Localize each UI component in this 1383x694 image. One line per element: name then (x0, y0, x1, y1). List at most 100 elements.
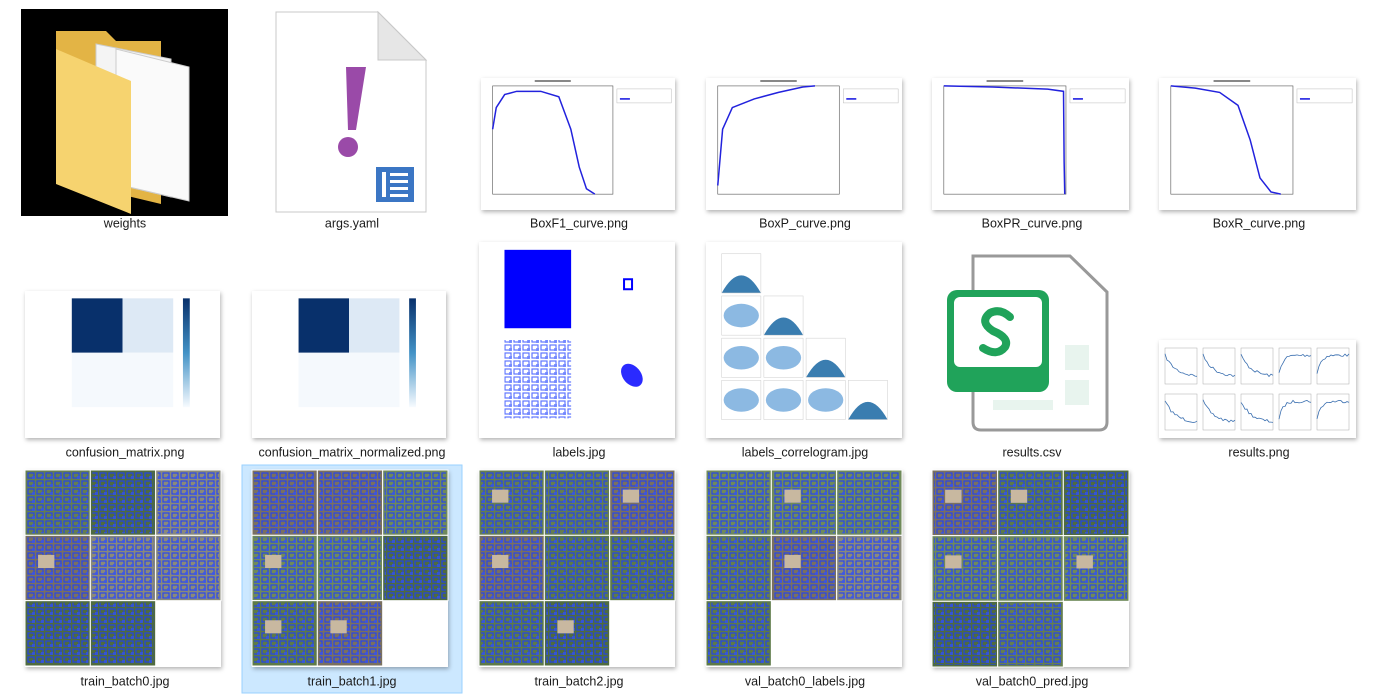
curve-line (1170, 85, 1281, 195)
colorbar (409, 298, 416, 408)
file-item[interactable]: val_batch0_pred.jpg (931, 469, 1130, 688)
mini-line (1316, 353, 1350, 374)
tile-boxes (92, 602, 154, 664)
folder-front (56, 49, 131, 214)
plot-frame (717, 85, 840, 195)
mini-plot (1202, 347, 1236, 385)
histogram (806, 359, 846, 378)
roof (265, 554, 282, 568)
sheet-block (1065, 380, 1089, 405)
tile-boxes (27, 602, 89, 664)
tile-boxes (546, 472, 608, 534)
curve-line (717, 85, 816, 186)
panel (763, 380, 804, 420)
roof (784, 489, 801, 503)
cell (298, 298, 349, 353)
cell (122, 298, 174, 353)
roof (945, 555, 962, 569)
notepad-line (390, 194, 408, 197)
file-name: train_batch2.jpg (535, 674, 624, 688)
mini-plot (1240, 347, 1274, 385)
box-outline (623, 278, 634, 291)
file-item[interactable]: confusion_matrix_normalized.png (252, 291, 446, 459)
notepad-line (390, 180, 408, 183)
roof (622, 489, 640, 503)
scatter-area (504, 340, 572, 419)
file-item[interactable]: results.png (1159, 340, 1356, 459)
file-item[interactable]: weights (21, 9, 228, 230)
tile-boxes (934, 472, 996, 534)
file-item[interactable]: confusion_matrix.png (25, 291, 220, 459)
file-name: confusion_matrix.png (66, 445, 185, 459)
mini-plot (1240, 393, 1274, 431)
file-item[interactable]: results.csv (947, 254, 1109, 459)
mini-line (1278, 353, 1312, 373)
mini-plot (1316, 393, 1350, 431)
legend (1069, 88, 1126, 104)
doc-fold (377, 10, 428, 61)
panel (721, 337, 762, 378)
cell (71, 352, 174, 408)
tile-boxes (773, 537, 835, 599)
tile-boxes (999, 603, 1062, 665)
file-item[interactable]: args.yaml (275, 10, 428, 230)
file-item[interactable]: labels_correlogram.jpg (706, 242, 902, 459)
file-item[interactable]: BoxF1_curve.png (481, 78, 675, 230)
file-name: val_batch0_labels.jpg (745, 674, 865, 688)
legend (1296, 88, 1353, 104)
plot-title (986, 80, 1024, 82)
file-item[interactable]: train_batch0.jpg (24, 469, 222, 688)
plot-title (1213, 80, 1251, 82)
tile-boxes (254, 537, 316, 599)
tile-boxes (838, 472, 900, 534)
file-item[interactable]: train_batch1.jpg (251, 469, 449, 688)
tile-boxes (708, 537, 770, 599)
scatter-cloud (765, 388, 802, 412)
curve-line (943, 85, 1066, 195)
file-item[interactable]: val_batch0_labels.jpg (705, 469, 903, 688)
scatter-cloud (723, 303, 759, 328)
panel (763, 337, 804, 378)
file-name: args.yaml (325, 216, 379, 230)
notepad-line (390, 173, 408, 176)
file-name: BoxR_curve.png (1213, 216, 1305, 230)
file-item[interactable]: BoxR_curve.png (1159, 78, 1356, 230)
file-name: labels.jpg (553, 445, 606, 459)
tile-boxes (27, 537, 89, 599)
file-name: val_batch0_pred.jpg (976, 674, 1089, 688)
scatter-cloud (723, 388, 759, 412)
roof (265, 620, 282, 634)
roof (784, 554, 801, 568)
file-item[interactable]: BoxP_curve.png (706, 78, 902, 230)
tile-boxes (481, 602, 543, 664)
mini-plot (1316, 347, 1350, 385)
file-name: weights (103, 216, 146, 230)
panel (848, 380, 888, 420)
plot-frame (943, 85, 1067, 195)
roof (1010, 489, 1028, 503)
tile-boxes (708, 602, 770, 664)
tile-boxes (708, 472, 770, 534)
mini-line (1164, 400, 1198, 423)
file-item[interactable]: train_batch2.jpg (478, 469, 676, 688)
tile-boxes (546, 537, 608, 599)
file-item[interactable]: BoxPR_curve.png (932, 78, 1129, 230)
file-name: BoxPR_curve.png (982, 216, 1083, 230)
colorbar (182, 298, 190, 408)
app-letter (979, 307, 1014, 357)
file-item[interactable]: labels.jpg (479, 242, 675, 459)
panel (721, 380, 762, 420)
plot-frame (492, 85, 614, 195)
file-name: BoxF1_curve.png (530, 216, 628, 230)
scatter-cloud (808, 388, 844, 412)
roof (1076, 555, 1093, 569)
curve-line (491, 90, 596, 195)
roof (492, 554, 509, 568)
tile-boxes (1065, 537, 1127, 600)
tile-boxes (481, 472, 543, 534)
hist-bar (504, 249, 572, 329)
tile-boxes (934, 603, 996, 665)
scatter-blob (621, 363, 643, 387)
tile-boxes (611, 537, 673, 599)
